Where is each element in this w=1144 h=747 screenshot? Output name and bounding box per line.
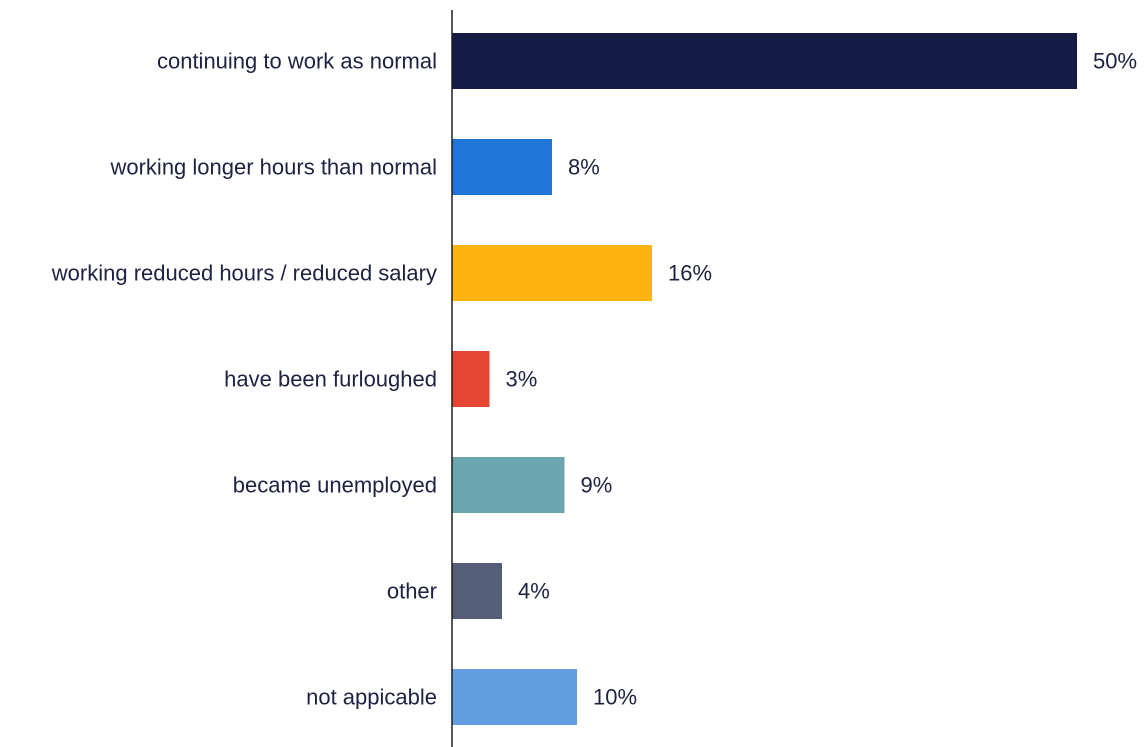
- value-label-2: 16%: [668, 261, 712, 286]
- category-label-2: working reduced hours / reduced salary: [51, 261, 437, 286]
- bar-5: [452, 563, 502, 619]
- category-labels: continuing to work as normal working long…: [51, 49, 437, 710]
- category-label-1: working longer hours than normal: [109, 155, 437, 180]
- bar-3: [452, 351, 490, 407]
- value-labels: 50% 8% 16% 3% 9% 4% 10%: [506, 49, 1138, 710]
- value-label-3: 3%: [506, 367, 538, 392]
- bar-4: [452, 457, 565, 513]
- category-label-5: other: [387, 579, 437, 604]
- value-label-4: 9%: [581, 473, 613, 498]
- value-label-6: 10%: [593, 685, 637, 710]
- value-label-5: 4%: [518, 579, 550, 604]
- bar-2: [452, 245, 652, 301]
- category-label-6: not appicable: [306, 685, 437, 710]
- value-label-0: 50%: [1093, 49, 1137, 74]
- bars-layer: [452, 33, 1077, 725]
- bar-1: [452, 139, 552, 195]
- bar-6: [452, 669, 577, 725]
- category-label-0: continuing to work as normal: [157, 49, 437, 74]
- bar-0: [452, 33, 1077, 89]
- value-label-1: 8%: [568, 155, 600, 180]
- category-label-4: became unemployed: [233, 473, 437, 498]
- category-label-3: have been furloughed: [224, 367, 437, 392]
